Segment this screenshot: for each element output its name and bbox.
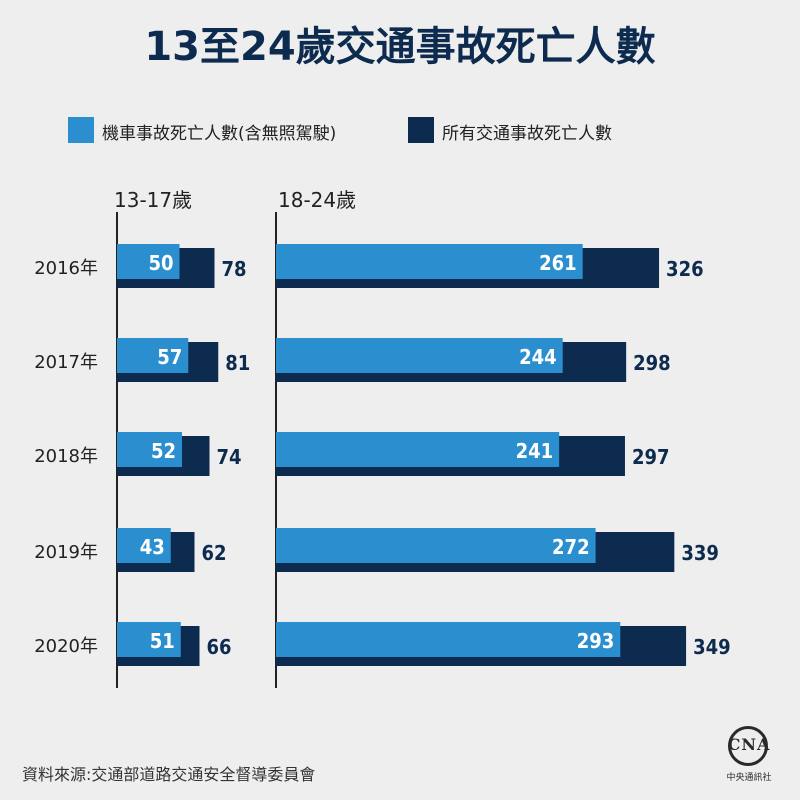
value-label-motorcycle-13-17-3: 43 — [140, 535, 165, 559]
bar-motorcycle-13-17-0 — [117, 244, 180, 279]
panel-title-13-17: 13-17歲 — [114, 188, 193, 212]
bar-motorcycle-13-17-4 — [117, 622, 181, 657]
bar-motorcycle-13-17-2 — [117, 432, 182, 467]
value-label-all-13-17-4: 66 — [207, 635, 232, 659]
legend-label-motorcycle: 機車事故死亡人數(含無照駕駛) — [102, 124, 337, 144]
value-label-all-13-17-0: 78 — [222, 257, 247, 281]
bar-motorcycle-13-17-1 — [117, 338, 189, 373]
category-label-3: 2019年 — [34, 542, 98, 563]
value-label-motorcycle-18-24-0: 261 — [539, 251, 577, 275]
panel-title-18-24: 18-24歲 — [278, 188, 357, 212]
category-label-4: 2020年 — [34, 636, 98, 657]
category-label-0: 2016年 — [34, 258, 98, 279]
legend-swatch-all — [408, 117, 434, 143]
value-label-all-18-24-3: 339 — [681, 541, 719, 565]
value-label-motorcycle-13-17-2: 52 — [151, 439, 176, 463]
value-label-all-18-24-1: 298 — [633, 351, 671, 375]
bar-motorcycle-13-17-3 — [117, 528, 171, 563]
category-label-1: 2017年 — [34, 352, 98, 373]
value-label-motorcycle-13-17-1: 57 — [157, 345, 182, 369]
value-label-motorcycle-18-24-4: 293 — [577, 629, 615, 653]
legend-swatch-motorcycle — [68, 117, 94, 143]
logo-subtitle: 中央通訊社 — [726, 773, 772, 783]
bar-motorcycle-18-24-1 — [276, 338, 563, 373]
value-label-motorcycle-13-17-4: 51 — [150, 629, 175, 653]
value-label-all-18-24-4: 349 — [693, 635, 731, 659]
bar-motorcycle-18-24-0 — [276, 244, 583, 279]
source-note: 資料來源:交通部道路交通安全督導委員會 — [22, 765, 316, 784]
value-label-all-13-17-3: 62 — [202, 541, 227, 565]
value-label-motorcycle-18-24-2: 241 — [516, 439, 554, 463]
category-label-2: 2018年 — [34, 446, 98, 467]
value-label-all-13-17-1: 81 — [225, 351, 250, 375]
bar-motorcycle-18-24-3 — [276, 528, 596, 563]
chart-title: 13至24歲交通事故死亡人數 — [144, 24, 656, 70]
logo-circle — [728, 726, 768, 766]
value-label-all-18-24-2: 297 — [632, 445, 670, 469]
value-label-all-18-24-0: 326 — [666, 257, 704, 281]
value-label-all-13-17-2: 74 — [217, 445, 242, 469]
cna-logo: CNA 中央通訊社 — [716, 726, 786, 792]
bar-motorcycle-18-24-2 — [276, 432, 560, 467]
value-label-motorcycle-18-24-1: 244 — [519, 345, 557, 369]
value-label-motorcycle-13-17-0: 50 — [148, 251, 173, 275]
bar-motorcycle-18-24-4 — [276, 622, 621, 657]
logo-text: CNA — [727, 735, 771, 754]
value-label-motorcycle-18-24-3: 272 — [552, 535, 590, 559]
legend-label-all: 所有交通事故死亡人數 — [442, 124, 612, 144]
